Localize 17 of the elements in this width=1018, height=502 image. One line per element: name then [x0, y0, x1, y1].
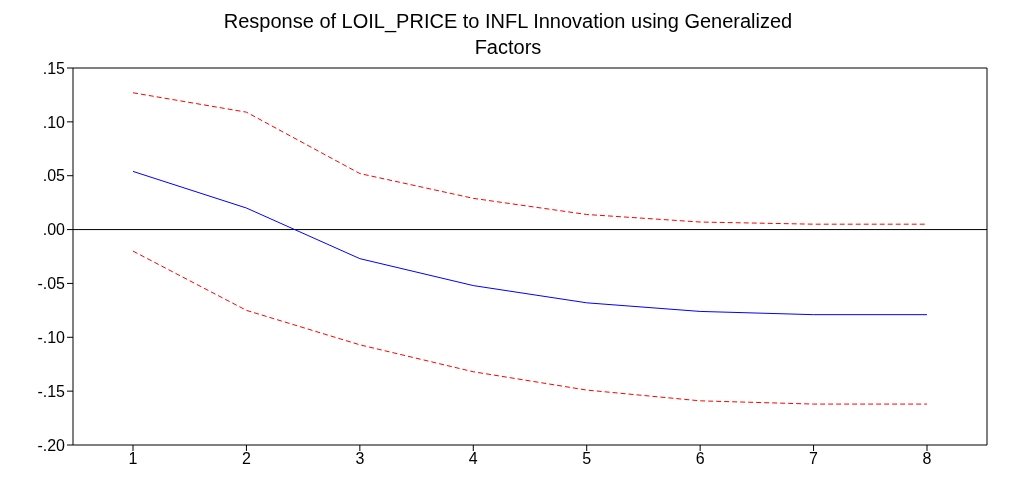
y-tick-label: -.20	[37, 436, 66, 454]
y-tick-label: -.05	[37, 275, 66, 293]
x-tick-label: 4	[468, 450, 478, 468]
x-tick-label: 2	[241, 450, 251, 468]
x-tick-label: 8	[922, 450, 932, 468]
x-tick-label: 3	[355, 450, 365, 468]
y-tick-label: .00	[42, 221, 66, 239]
x-tick-label: 5	[582, 450, 592, 468]
x-tick-label: 1	[128, 450, 138, 468]
x-tick-label: 6	[695, 450, 705, 468]
chart-title: Response of LOIL_PRICE to INFL Innovation using Generalized Factors	[222, 9, 794, 60]
y-tick-label: -.10	[37, 328, 66, 346]
x-tick-label: 7	[809, 450, 819, 468]
y-tick-label: .05	[42, 167, 66, 185]
y-tick-label: -.15	[37, 382, 66, 400]
y-tick-label: .10	[42, 113, 66, 131]
y-tick-label: .15	[42, 59, 66, 77]
